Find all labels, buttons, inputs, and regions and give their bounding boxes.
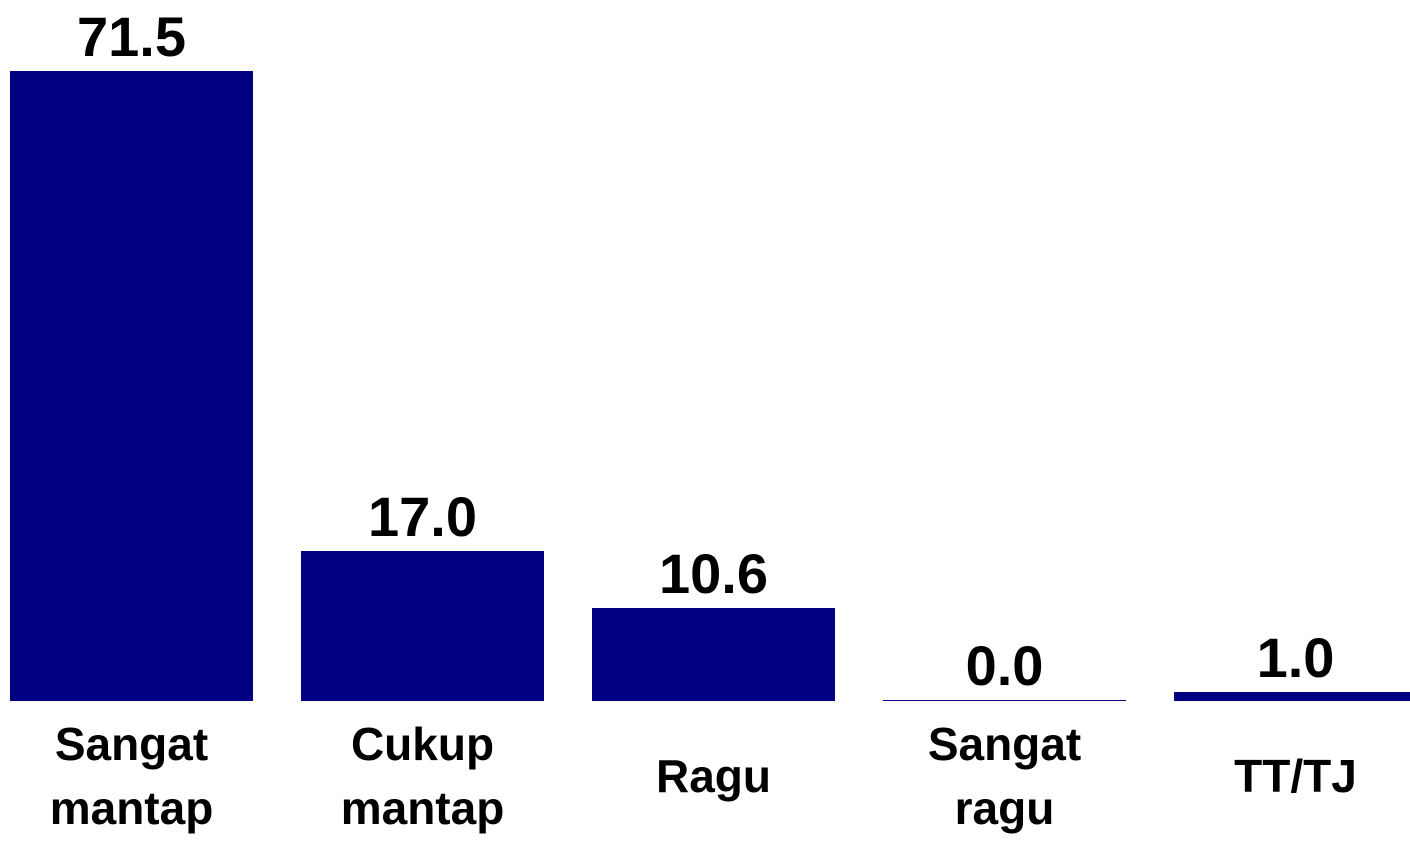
value-label: 71.5 [77,5,186,68]
category-label: Ragu [656,750,771,802]
value-label: 1.0 [1256,626,1335,690]
value-label: 10.6 [659,541,768,605]
bar [10,71,253,701]
value-label: 0.0 [965,634,1044,697]
category-label: TT/TJ [1234,750,1357,802]
category-label: Cukup mantap [340,718,505,834]
bar [883,700,1126,701]
category-label: Sangat ragu [927,718,1082,834]
bar [301,551,544,701]
value-label: 17.0 [368,485,477,549]
category-label: Sangat mantap [49,718,214,834]
bar [1174,692,1410,701]
bar [592,607,835,701]
